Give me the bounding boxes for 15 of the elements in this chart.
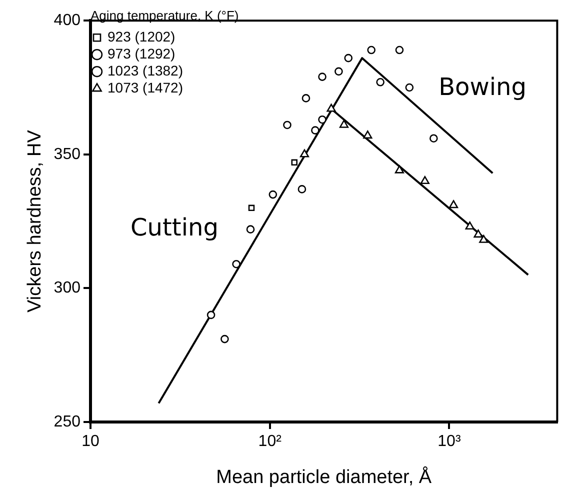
annotation: Cutting	[130, 214, 218, 242]
y-tick-label: 350	[54, 146, 81, 163]
x-tick-label: 10²	[258, 433, 282, 450]
legend-label: 973 (1292)	[107, 45, 176, 62]
y-tick-label: 400	[54, 12, 81, 30]
x-axis-title: Mean particle diameter, Å	[216, 466, 432, 488]
legend-label: 1073 (1472)	[107, 79, 184, 96]
y-tick-label: 250	[54, 413, 81, 430]
y-axis-title: Vickers hardness, HV	[24, 130, 46, 312]
legend-label: 923 (1202)	[107, 28, 176, 44]
x-tick-label: 10	[82, 433, 100, 450]
legend-label: 1023 (1382)	[107, 62, 184, 78]
x-tick-label: 10³	[438, 433, 462, 450]
annotation: Bowing	[438, 73, 526, 102]
y-tick-label: 300	[54, 280, 81, 297]
